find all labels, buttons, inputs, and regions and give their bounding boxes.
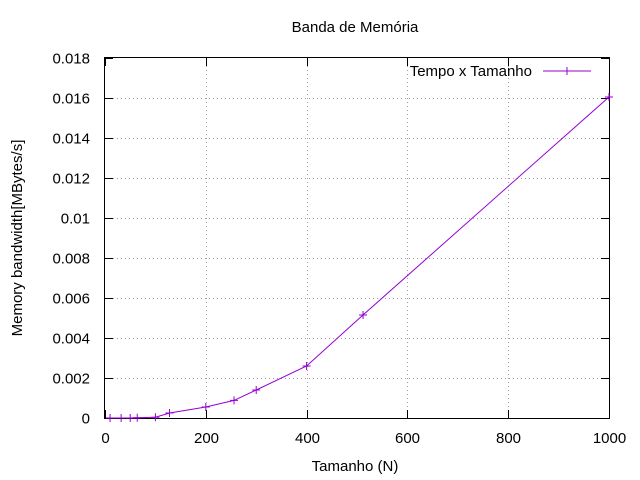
data-point-marker (126, 414, 135, 422)
y-tick-label: 0.016 (52, 91, 90, 108)
plot-frame (104, 57, 610, 419)
data-point-marker (133, 413, 142, 422)
x-tick-label: 600 (395, 430, 420, 447)
axis-ticks (105, 58, 610, 419)
data-point-marker (151, 413, 160, 422)
y-tick-label: 0.002 (52, 371, 90, 388)
data-point-marker (106, 414, 115, 422)
chart-title: Banda de Memória (292, 19, 419, 36)
y-tick-label: 0 (82, 411, 90, 428)
x-tick-label: 400 (295, 430, 320, 447)
legend: Tempo x Tamanho (410, 63, 591, 80)
series-group (106, 93, 613, 422)
y-axis-label: Memory bandwidth[MBytes/s] (9, 140, 26, 337)
data-point-marker (230, 396, 239, 405)
data-point-marker (302, 362, 311, 370)
x-tick-labels: 0 200 400 600 800 1000 (101, 430, 626, 447)
grid-lines (105, 58, 609, 418)
x-axis-label: Tamanho (N) (312, 458, 399, 475)
y-tick-label: 0.012 (52, 171, 90, 188)
data-point-marker (252, 386, 261, 394)
data-point-marker (165, 409, 174, 417)
legend-marker-plus (563, 67, 571, 75)
y-tick-label: 0.014 (52, 131, 90, 148)
y-tick-labels: 0 0.002 0.004 0.006 0.008 0.01 0.012 0.014 0.016… (52, 51, 90, 428)
y-tick-label: 0.004 (52, 331, 90, 348)
x-tick-label: 200 (194, 430, 219, 447)
data-point-marker (117, 414, 126, 422)
data-point-marker (605, 93, 613, 101)
series-line (110, 96, 610, 419)
legend-marker (563, 67, 571, 75)
x-tick-label: 0 (101, 430, 109, 447)
x-tick-label: 800 (496, 430, 521, 447)
y-tick-label: 0.01 (61, 211, 90, 228)
y-tick-label: 0.018 (52, 51, 90, 68)
legend-label: Tempo x Tamanho (410, 63, 532, 80)
y-tick-label: 0.008 (52, 251, 90, 268)
y-tick-label: 0.006 (52, 291, 90, 308)
data-point-marker (359, 311, 368, 319)
x-tick-label: 1000 (593, 430, 626, 447)
data-point-marker (201, 403, 210, 411)
